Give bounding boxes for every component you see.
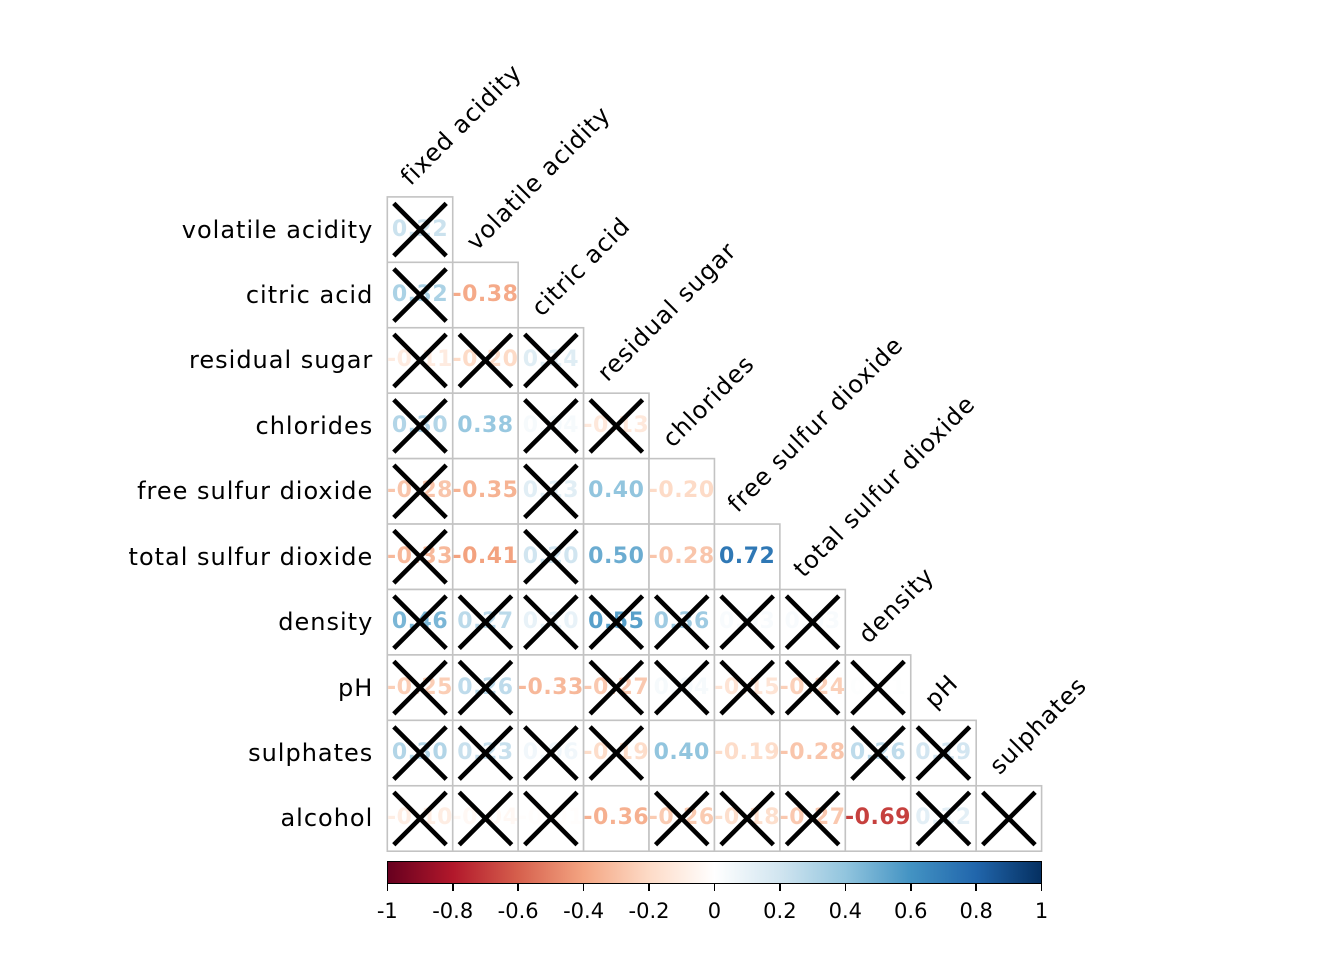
corr-value: 0.50: [588, 543, 645, 569]
colorbar-tick: [648, 884, 650, 891]
colorbar-tick: [779, 884, 781, 891]
corr-value: -0.69: [845, 805, 911, 831]
colorbar-tick-label: 0: [707, 899, 722, 923]
colorbar-tick-label: 0.4: [828, 899, 862, 923]
colorbar-tick-label: -0.2: [628, 899, 670, 923]
row-label: citric acid: [245, 281, 374, 310]
colorbar-tick-label: 1: [1034, 899, 1049, 923]
corr-value: -0.35: [452, 478, 519, 504]
row-label: total sulfur dioxide: [128, 542, 374, 571]
corr-value: -0.36: [583, 805, 650, 831]
corr-value: -0.38: [452, 282, 519, 308]
corr-value: 0.72: [719, 543, 776, 569]
colorbar-tick: [517, 884, 519, 891]
colorbar-tick-label: -0.6: [497, 899, 539, 923]
colorbar-tick: [975, 884, 977, 891]
row-label: sulphates: [248, 739, 374, 768]
colorbar-tick-label: 0.8: [959, 899, 993, 923]
colorbar-tick-label: 0.6: [894, 899, 928, 923]
colorbar-tick: [1040, 884, 1043, 891]
colorbar-tick: [713, 884, 716, 891]
corr-value: 0.40: [588, 478, 645, 504]
colorbar-tick: [909, 884, 912, 891]
colorbar-tick: [582, 884, 585, 891]
corr-value: -0.41: [452, 543, 519, 569]
row-label: pH: [338, 673, 374, 702]
row-label: free sulfur dioxide: [137, 477, 374, 506]
colorbar-tick: [386, 884, 389, 891]
corr-value: 0.40: [653, 740, 710, 766]
colorbar-tick-label: -1: [376, 899, 398, 923]
row-label: chlorides: [255, 411, 374, 440]
row-label: residual sugar: [189, 346, 374, 375]
row-label: alcohol: [280, 804, 374, 833]
corr-value: -0.19: [714, 740, 781, 766]
colorbar-tick-label: -0.4: [563, 899, 605, 923]
colorbar-tick-label: -0.8: [432, 899, 474, 923]
row-label: volatile acidity: [181, 215, 374, 244]
corr-value: -0.28: [779, 740, 846, 766]
corr-value: -0.28: [648, 543, 715, 569]
row-label: density: [278, 608, 374, 637]
colorbar-tick: [451, 884, 454, 891]
colorbar-gradient: [387, 861, 1042, 884]
corr-value: -0.20: [648, 478, 715, 504]
colorbar-tick-label: 0.2: [763, 899, 797, 923]
colorbar-tick: [844, 884, 847, 891]
corr-value: 0.38: [457, 412, 514, 438]
corr-value: -0.33: [517, 674, 584, 700]
